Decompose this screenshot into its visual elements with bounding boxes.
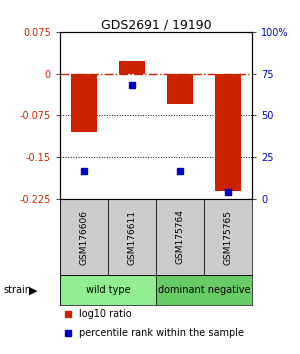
Bar [108, 199, 156, 275]
Text: dominant negative: dominant negative [158, 285, 250, 295]
Text: strain: strain [3, 285, 31, 295]
Text: wild type: wild type [86, 285, 130, 295]
Bar [156, 199, 204, 275]
Text: GSM175764: GSM175764 [176, 210, 184, 264]
Title: GDS2691 / 19190: GDS2691 / 19190 [101, 19, 211, 32]
Text: ▶: ▶ [28, 285, 37, 295]
Bar [167, 74, 193, 104]
Text: GSM175765: GSM175765 [224, 210, 232, 264]
Bar [204, 199, 252, 275]
Bar [119, 61, 145, 74]
Text: log10 ratio: log10 ratio [79, 309, 132, 319]
Text: percentile rank within the sample: percentile rank within the sample [79, 328, 244, 338]
Bar [71, 74, 97, 132]
Bar [215, 74, 241, 191]
Bar [156, 275, 252, 306]
Bar [60, 275, 156, 306]
Text: GSM176611: GSM176611 [128, 210, 136, 264]
Text: GSM176606: GSM176606 [80, 210, 88, 264]
Bar [60, 199, 108, 275]
